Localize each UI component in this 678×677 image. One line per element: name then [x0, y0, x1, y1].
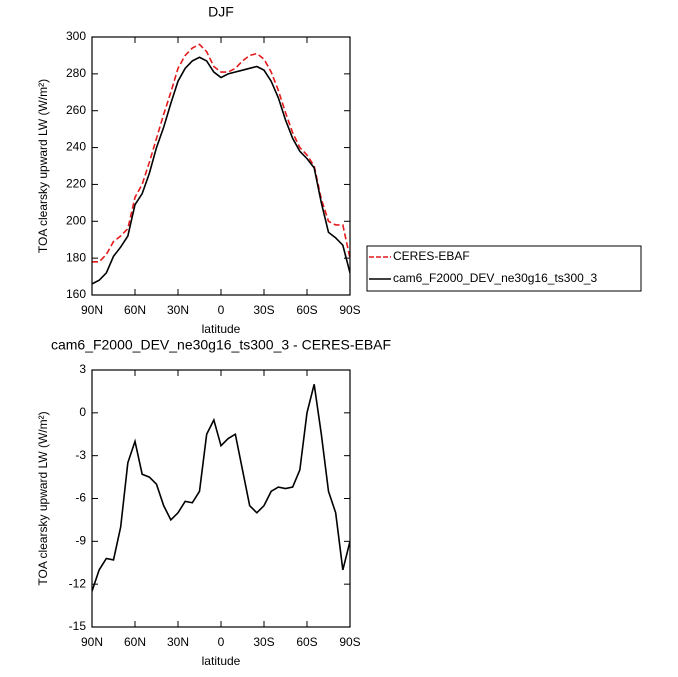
- chart-title: cam6_F2000_DEV_ne30g16_ts300_3 - CERES-E…: [51, 337, 391, 353]
- y-axis-label: TOA clearsky upward LW (W/m²): [36, 79, 50, 253]
- y-tick-label: 220: [66, 177, 86, 191]
- x-tick-label: 60N: [124, 635, 146, 649]
- x-tick-label: 90N: [81, 635, 103, 649]
- x-tick-label: 30N: [167, 303, 189, 317]
- x-tick-label: 60S: [296, 635, 317, 649]
- y-tick-label: -15: [69, 619, 87, 633]
- x-tick-label: 90N: [81, 303, 103, 317]
- x-axis-label: latitude: [202, 654, 241, 668]
- y-tick-label: 240: [66, 140, 86, 154]
- plot-frame: [91, 369, 351, 628]
- data-line: [92, 56, 350, 285]
- y-tick-label: -12: [69, 576, 87, 590]
- x-tick-label: 0: [218, 303, 225, 317]
- y-tick-label: -3: [75, 448, 86, 462]
- x-tick-label: 90S: [339, 303, 360, 317]
- x-axis-label: latitude: [202, 322, 241, 336]
- y-tick-label: 3: [79, 362, 86, 376]
- x-tick-label: 30N: [167, 635, 189, 649]
- y-tick-label: 200: [66, 213, 86, 227]
- y-tick-label: -9: [75, 534, 86, 548]
- y-tick-label: 300: [66, 29, 86, 43]
- y-tick-label: 160: [66, 287, 86, 301]
- legend-label: cam6_F2000_DEV_ne30g16_ts300_3: [393, 271, 597, 285]
- y-tick-label: 260: [66, 103, 86, 117]
- x-tick-label: 60N: [124, 303, 146, 317]
- x-tick-label: 30S: [253, 635, 274, 649]
- data-line: [92, 384, 350, 592]
- y-axis-label: TOA clearsky upward LW (W/m²): [36, 411, 50, 585]
- y-tick-label: -6: [75, 491, 86, 505]
- x-tick-label: 0: [218, 635, 225, 649]
- x-tick-label: 90S: [339, 635, 360, 649]
- legend-label: CERES-EBAF: [393, 249, 470, 263]
- y-tick-label: 180: [66, 250, 86, 264]
- y-tick-label: 0: [79, 405, 86, 419]
- y-tick-label: 280: [66, 66, 86, 80]
- chart-title: DJF: [208, 4, 234, 20]
- data-line: [92, 43, 350, 263]
- x-tick-label: 30S: [253, 303, 274, 317]
- plot-frame: [91, 36, 351, 296]
- legend-box: [366, 245, 642, 292]
- x-tick-label: 60S: [296, 303, 317, 317]
